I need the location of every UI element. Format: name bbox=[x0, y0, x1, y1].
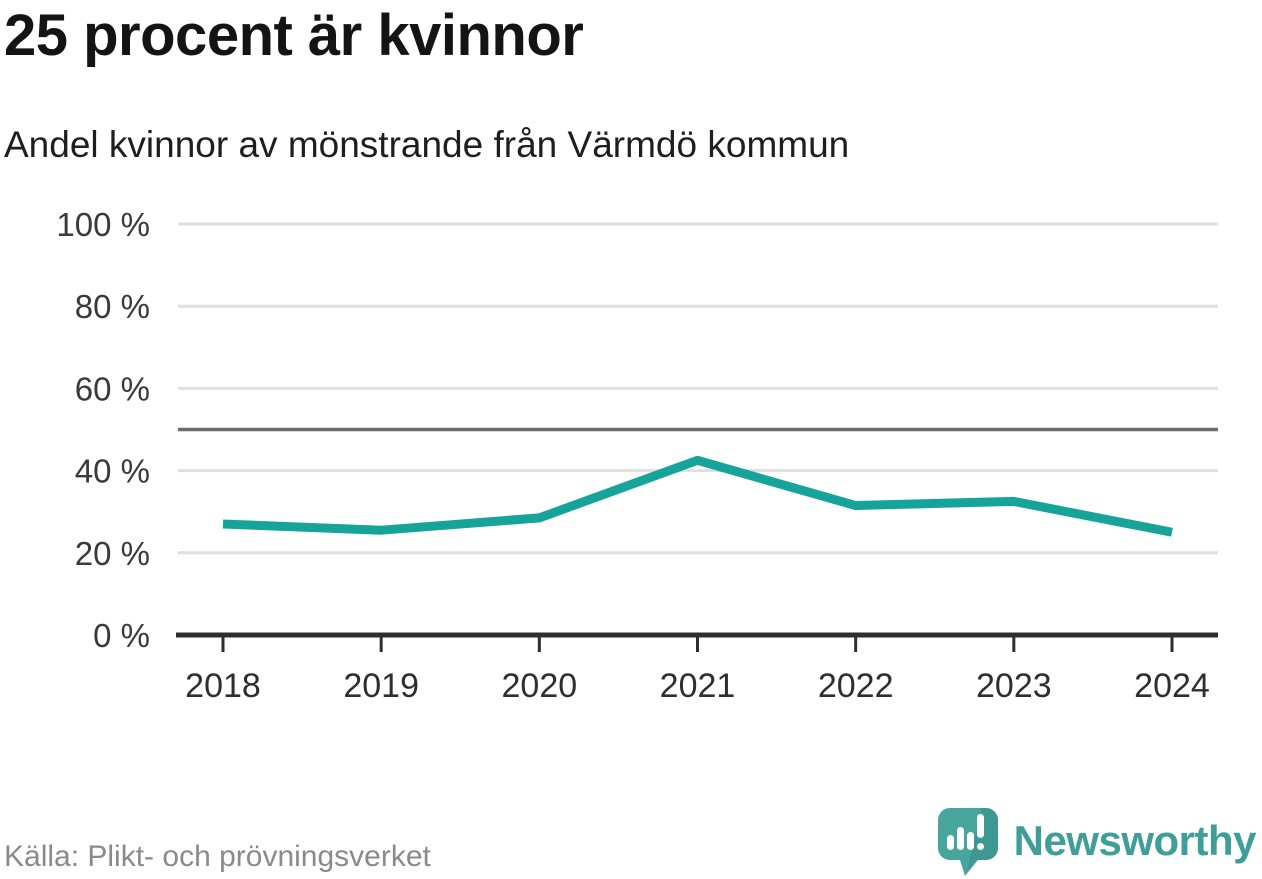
x-axis-label: 2022 bbox=[818, 667, 894, 705]
brand-lockup: Newsworthy bbox=[936, 806, 1257, 876]
y-axis-label: 0 % bbox=[93, 617, 150, 654]
line-chart: 2018 2019 2020 2021 2022 2023 2024 0 % 20 % 40 % 6… bbox=[56, 206, 1218, 705]
y-axis-label: 60 % bbox=[75, 370, 150, 407]
brand-wordmark: Newsworthy bbox=[1013, 817, 1257, 864]
x-axis-label: 2018 bbox=[185, 667, 261, 705]
x-axis-label: 2019 bbox=[343, 667, 419, 705]
newsworthy-logo-icon bbox=[937, 808, 998, 876]
bar-chart-glyph bbox=[946, 827, 974, 850]
y-axis-label: 20 % bbox=[75, 535, 150, 572]
y-axis-label: 80 % bbox=[75, 288, 150, 325]
y-axis-label: 40 % bbox=[75, 453, 150, 490]
x-axis-label: 2021 bbox=[660, 667, 736, 705]
x-axis-label: 2024 bbox=[1134, 667, 1210, 705]
source-note: Källa: Plikt- och prövningsverket bbox=[4, 840, 431, 873]
x-axis-label: 2020 bbox=[502, 667, 578, 705]
y-axis-label: 100 % bbox=[56, 206, 150, 243]
data-line bbox=[222, 455, 1173, 537]
exclamation-glyph bbox=[976, 814, 984, 850]
chart-title: 25 procent är kvinnor bbox=[4, 3, 584, 68]
x-axis-label: 2023 bbox=[976, 667, 1052, 705]
chart-subtitle: Andel kvinnor av mönstrande från Värmdö … bbox=[4, 124, 850, 165]
